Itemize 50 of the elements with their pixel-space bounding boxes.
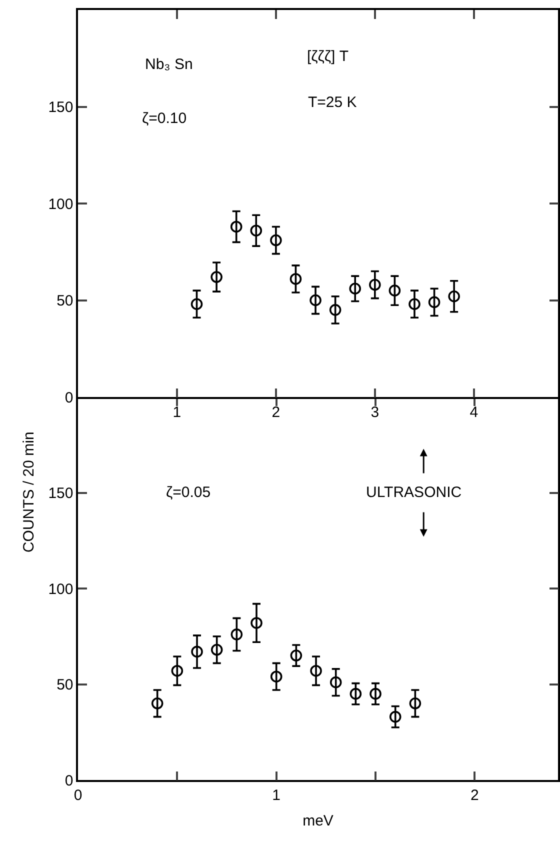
x-tick-label: 1	[172, 404, 182, 421]
point	[350, 688, 362, 700]
x-tick-label: 2	[272, 404, 280, 421]
point	[310, 294, 322, 306]
x-tick-label: 3	[370, 404, 380, 421]
point	[389, 710, 402, 723]
point	[270, 234, 282, 246]
x-tick-label: 4	[470, 404, 478, 421]
point	[191, 646, 203, 658]
x-tick-label: 2	[470, 786, 479, 804]
y-axis-title: COUNTS / 20 min	[20, 432, 38, 553]
annotation: ζ=0.05	[166, 484, 211, 501]
point	[230, 220, 242, 233]
annotation: T=25 K	[308, 94, 357, 111]
point	[329, 304, 342, 316]
point	[448, 290, 460, 302]
point	[290, 273, 302, 285]
y-tick-label: 0	[64, 772, 74, 790]
point	[270, 670, 282, 682]
point	[171, 664, 184, 677]
point	[210, 644, 223, 656]
point	[250, 617, 262, 629]
point	[230, 628, 243, 640]
point	[151, 698, 164, 710]
y-tick-label: 0	[64, 389, 74, 406]
x-axis-title: meV	[302, 812, 334, 830]
point	[330, 676, 342, 688]
y-tick-label: 100	[48, 580, 74, 598]
point	[369, 278, 381, 291]
annotation: ζ=0.10	[142, 110, 187, 127]
y-tick-label: 50	[56, 292, 74, 310]
point	[290, 650, 302, 662]
point	[210, 271, 222, 283]
annotation: ULTRASONIC	[366, 484, 462, 501]
y-tick-label: 150	[48, 99, 74, 116]
point	[190, 298, 203, 310]
y-tick-label: 50	[56, 676, 74, 694]
annotation: Nb₃ Sn	[145, 56, 193, 73]
point	[250, 224, 262, 236]
y-tick-label: 100	[48, 196, 74, 213]
point	[370, 688, 382, 700]
y-tick-label: 150	[48, 485, 74, 502]
point	[388, 284, 401, 296]
point	[409, 698, 422, 710]
x-tick-label: 1	[272, 786, 281, 804]
point	[349, 282, 362, 295]
annotation: [ζζζ] T	[307, 48, 349, 65]
point	[428, 296, 440, 308]
point	[310, 664, 322, 677]
point	[408, 298, 420, 310]
